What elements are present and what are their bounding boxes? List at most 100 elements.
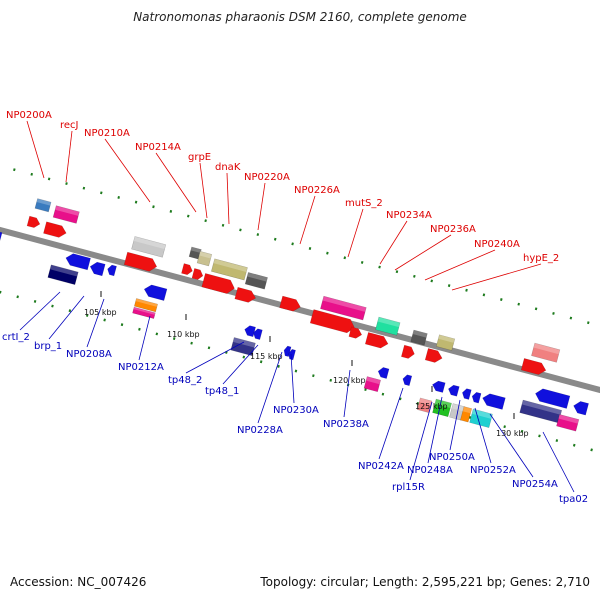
leader-line-bottom bbox=[378, 387, 404, 460]
gene-arrow bbox=[573, 401, 589, 416]
gene-feature bbox=[462, 388, 472, 400]
gene-feature bbox=[424, 348, 443, 363]
gene-feature bbox=[432, 380, 446, 393]
gene-box bbox=[132, 306, 156, 319]
leader-line-bottom bbox=[48, 295, 85, 340]
gene-arrow bbox=[424, 348, 443, 363]
gene-arrow bbox=[244, 325, 256, 338]
leader-line-bottom bbox=[542, 431, 575, 493]
leader-line-top bbox=[299, 195, 316, 245]
leader-line-bottom bbox=[86, 298, 105, 348]
gene-box bbox=[435, 334, 456, 351]
gene-feature bbox=[288, 349, 296, 361]
gene-arrow bbox=[432, 380, 446, 393]
gene-box bbox=[531, 342, 561, 363]
leader-line-top bbox=[65, 130, 73, 183]
gene-feature bbox=[573, 401, 589, 416]
gene-feature bbox=[211, 258, 248, 281]
gene-box bbox=[52, 205, 80, 224]
gene-label-bottom: NP0254A bbox=[512, 479, 558, 490]
leader-line-bottom bbox=[343, 369, 351, 418]
gene-box bbox=[375, 316, 401, 336]
gene-feature bbox=[132, 306, 156, 319]
leader-line-top bbox=[199, 162, 208, 219]
gene-box-highlight bbox=[190, 246, 202, 253]
gene-box-highlight bbox=[247, 272, 268, 282]
gene-box-highlight bbox=[438, 334, 455, 343]
gene-box bbox=[320, 295, 367, 321]
gene-arrow bbox=[43, 221, 67, 238]
gene-label-bottom: crtI_2 bbox=[2, 332, 30, 343]
gene-box-highlight bbox=[521, 400, 562, 415]
gene-feature bbox=[43, 221, 67, 238]
gene-box-highlight bbox=[533, 343, 560, 355]
gene-box-highlight bbox=[55, 205, 80, 216]
gene-label-top: NP0220A bbox=[244, 172, 290, 183]
leader-line-bottom bbox=[222, 344, 259, 385]
gene-feature bbox=[26, 215, 41, 228]
gene-feature bbox=[469, 408, 493, 428]
leader-line-bottom bbox=[409, 401, 433, 481]
gene-arrow bbox=[65, 253, 91, 271]
gene-feature bbox=[279, 295, 301, 312]
gene-label-bottom: NP0248A bbox=[407, 465, 453, 476]
gene-label-bottom: NP0242A bbox=[358, 461, 404, 472]
gene-box-highlight bbox=[419, 397, 432, 406]
gene-feature bbox=[432, 398, 452, 418]
gene-label-bottom: tpa02 bbox=[559, 494, 588, 505]
gene-feature bbox=[348, 326, 363, 339]
scale-tick-label: 130 kbp bbox=[496, 429, 529, 438]
gene-box-highlight bbox=[322, 296, 367, 312]
gene-feature bbox=[253, 328, 263, 340]
map-title: Natronomonas pharaonis DSM 2160, complet… bbox=[133, 10, 467, 24]
gene-label-top: NP0234A bbox=[386, 210, 432, 221]
gene-arrow bbox=[143, 284, 168, 301]
gene-feature bbox=[89, 261, 106, 277]
gene-arrow bbox=[520, 358, 547, 375]
gene-feature bbox=[410, 329, 428, 346]
gene-feature bbox=[402, 374, 413, 387]
gene-label-bottom: NP0250A bbox=[429, 452, 475, 463]
gene-feature bbox=[196, 250, 213, 267]
gene-label-top: NP0210A bbox=[84, 128, 130, 139]
leader-line-bottom bbox=[427, 396, 443, 464]
gene-feature bbox=[143, 284, 168, 301]
gene-arrow bbox=[462, 388, 472, 400]
leader-line-top bbox=[451, 263, 542, 291]
gene-arrow bbox=[123, 251, 158, 272]
gene-box-highlight bbox=[133, 236, 166, 250]
gene-label-top: NP0214A bbox=[135, 142, 181, 153]
gene-arrow bbox=[201, 273, 235, 294]
gene-label-bottom: NP0208A bbox=[66, 349, 112, 360]
gene-box-highlight bbox=[50, 264, 79, 277]
gene-box bbox=[34, 198, 52, 213]
gene-box-highlight bbox=[199, 251, 212, 259]
gene-feature bbox=[234, 286, 257, 303]
gene-box-highlight bbox=[377, 317, 401, 328]
gene-label-top: NP0240A bbox=[474, 239, 520, 250]
gene-label-bottom: tp48_1 bbox=[205, 386, 239, 397]
gene-feature bbox=[364, 332, 389, 349]
gene-feature bbox=[435, 334, 456, 351]
gene-feature bbox=[320, 295, 367, 321]
gene-label-top: NP0236A bbox=[430, 224, 476, 235]
gene-box-highlight bbox=[366, 376, 381, 385]
gene-label-bottom: tp48_2 bbox=[168, 375, 202, 386]
gene-box-highlight bbox=[434, 399, 452, 408]
scale-tick-label: 105 kbp bbox=[84, 308, 117, 317]
gene-box bbox=[460, 406, 473, 423]
gene-arrow bbox=[448, 384, 460, 397]
gene-arrow bbox=[107, 264, 117, 277]
label-leader-lines bbox=[19, 120, 575, 493]
gene-box-highlight bbox=[232, 337, 256, 348]
gene-label-bottom: NP0212A bbox=[118, 362, 164, 373]
backbone bbox=[0, 226, 600, 394]
gene-feature bbox=[556, 414, 580, 432]
gene-arrow bbox=[401, 344, 415, 359]
accession-text: Accession: NC_007426 bbox=[10, 575, 147, 589]
gene-feature bbox=[416, 397, 433, 413]
gene-feature bbox=[191, 268, 204, 280]
gene-feature bbox=[531, 342, 561, 363]
leader-line-bottom bbox=[19, 291, 61, 331]
gene-feature bbox=[471, 391, 482, 404]
